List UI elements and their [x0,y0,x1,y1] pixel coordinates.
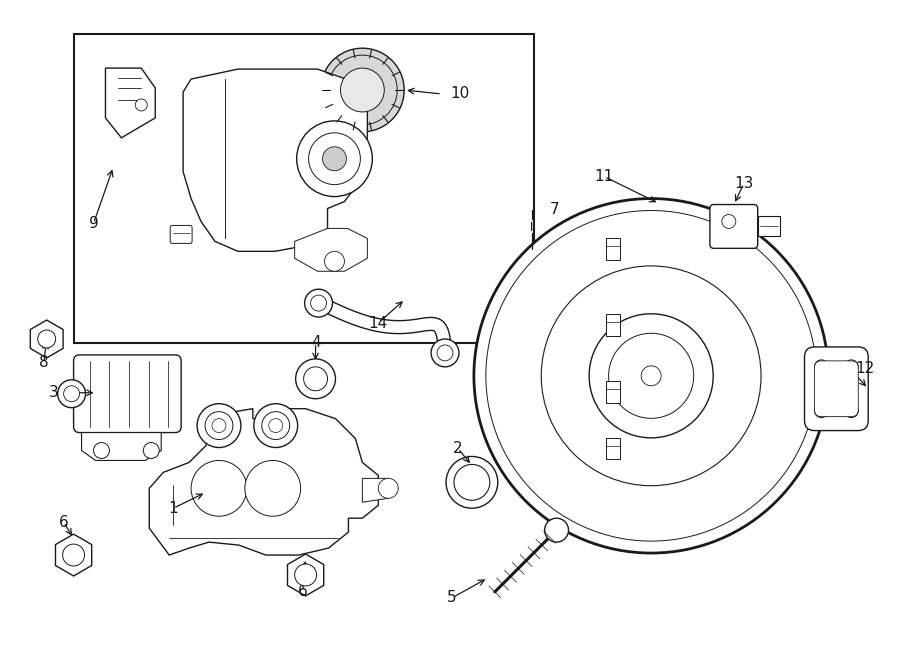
Circle shape [325,251,345,271]
Circle shape [197,404,241,447]
Text: 6: 6 [298,584,308,600]
Circle shape [309,133,360,184]
Bar [607,314,620,336]
Bar [758,217,779,237]
Circle shape [454,465,490,500]
Text: 2: 2 [454,441,463,456]
Circle shape [608,333,694,418]
Bar [607,239,620,260]
Circle shape [814,360,828,374]
Circle shape [63,544,85,566]
Circle shape [486,210,816,541]
Circle shape [431,339,459,367]
Circle shape [191,461,247,516]
Circle shape [378,479,398,498]
Circle shape [212,418,226,432]
Circle shape [590,314,713,438]
Text: 7: 7 [550,202,560,217]
Circle shape [844,404,859,418]
Polygon shape [821,358,863,408]
Text: 9: 9 [88,216,98,231]
Polygon shape [183,69,367,251]
Circle shape [245,461,301,516]
Circle shape [38,330,56,348]
FancyBboxPatch shape [710,204,758,249]
Polygon shape [363,479,395,502]
Circle shape [544,518,569,542]
Circle shape [262,412,290,440]
Polygon shape [31,320,63,358]
Circle shape [58,380,86,408]
Circle shape [94,442,110,459]
Circle shape [143,442,159,459]
Bar [74,34,534,343]
Circle shape [474,198,828,553]
Circle shape [722,214,736,229]
FancyBboxPatch shape [805,347,868,430]
Circle shape [135,99,148,111]
Text: 6: 6 [58,515,68,529]
Polygon shape [287,554,324,596]
Circle shape [310,295,327,311]
Circle shape [254,404,298,447]
Circle shape [437,345,453,361]
Circle shape [296,359,336,399]
Circle shape [340,68,384,112]
FancyBboxPatch shape [814,361,859,416]
Circle shape [304,289,332,317]
Circle shape [297,121,373,196]
Circle shape [328,55,397,125]
Circle shape [541,266,761,486]
Text: 3: 3 [49,385,58,401]
Text: 13: 13 [734,176,753,191]
Text: 4: 4 [310,335,320,350]
Text: 5: 5 [447,590,457,605]
Circle shape [294,564,317,586]
Bar [607,381,620,403]
Text: 8: 8 [39,356,49,370]
Polygon shape [294,229,367,271]
Polygon shape [82,432,161,461]
Circle shape [303,367,328,391]
Polygon shape [56,534,92,576]
Circle shape [205,412,233,440]
Circle shape [269,418,283,432]
Circle shape [641,366,662,386]
Bar [607,438,620,459]
Polygon shape [149,408,378,555]
Circle shape [64,386,79,402]
Text: 12: 12 [855,362,875,376]
Text: 14: 14 [369,315,388,330]
Circle shape [844,360,859,374]
FancyBboxPatch shape [170,225,192,243]
Text: 1: 1 [168,501,178,516]
Polygon shape [105,68,155,137]
Circle shape [322,147,346,171]
Circle shape [320,48,404,132]
Circle shape [814,404,828,418]
Circle shape [836,371,856,391]
FancyBboxPatch shape [74,355,181,432]
Text: 11: 11 [595,169,614,184]
Circle shape [446,457,498,508]
Text: 10: 10 [450,87,469,102]
